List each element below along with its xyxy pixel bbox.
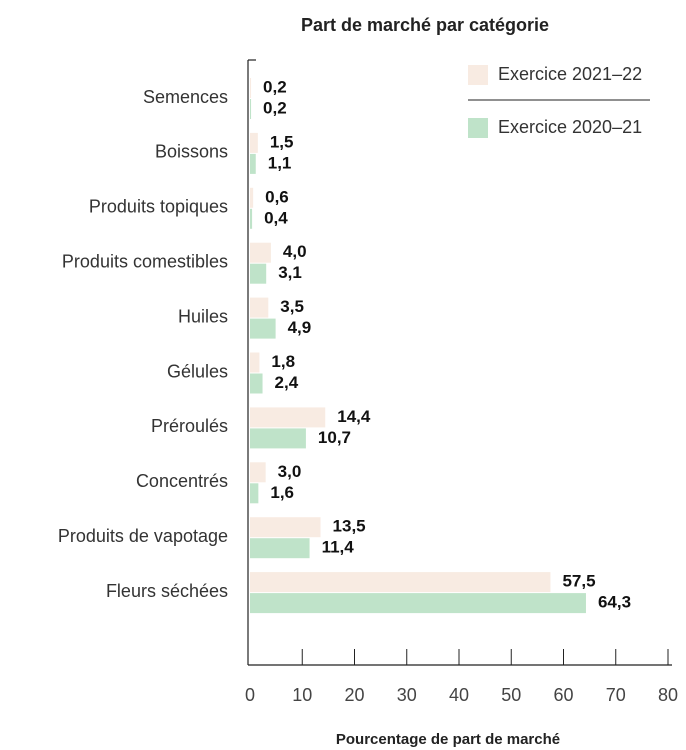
- value-label: 1,1: [268, 153, 292, 172]
- value-label: 3,1: [278, 263, 302, 282]
- bar: [250, 593, 586, 614]
- legend-swatch: [468, 65, 488, 85]
- value-label: 64,3: [598, 593, 631, 612]
- y-tick-label: Fleurs séchées: [106, 581, 228, 601]
- value-label: 0,6: [265, 187, 289, 206]
- value-label: 0,4: [264, 208, 288, 227]
- y-tick-label: Huiles: [178, 306, 228, 326]
- value-label: 0,2: [263, 77, 287, 96]
- bar: [250, 242, 271, 263]
- value-label: 1,6: [270, 483, 294, 502]
- bar: [250, 373, 263, 394]
- bar: [250, 297, 269, 318]
- legend-swatch: [468, 118, 488, 138]
- bar: [250, 483, 259, 504]
- value-label: 2,4: [275, 373, 299, 392]
- bar: [250, 132, 258, 153]
- x-tick-label: 50: [501, 685, 521, 705]
- legend-label: Exercice 2021–22: [498, 64, 642, 84]
- bar: [250, 208, 253, 229]
- value-label: 1,8: [271, 352, 295, 371]
- bar: [250, 153, 256, 174]
- value-label: 3,0: [278, 462, 302, 481]
- bar: [250, 538, 310, 559]
- bar: [250, 187, 254, 208]
- x-tick-label: 0: [245, 685, 255, 705]
- y-tick-label: Préroulés: [151, 416, 228, 436]
- legend-label: Exercice 2020–21: [498, 117, 642, 137]
- value-label: 3,5: [280, 297, 304, 316]
- value-label: 57,5: [562, 572, 595, 591]
- bar: [250, 428, 306, 449]
- x-axis-label: Pourcentage de part de marché: [336, 731, 560, 748]
- x-tick-label: 10: [292, 685, 312, 705]
- value-label: 4,9: [288, 318, 312, 337]
- value-label: 13,5: [333, 517, 366, 536]
- y-tick-label: Semences: [143, 87, 228, 107]
- value-label: 1,5: [270, 132, 294, 151]
- x-tick-label: 30: [397, 685, 417, 705]
- value-label: 14,4: [337, 407, 371, 426]
- bar: [250, 517, 321, 538]
- chart-title: Part de marché par catégorie: [301, 15, 549, 35]
- value-label: 0,2: [263, 98, 287, 117]
- y-tick-label: Concentrés: [136, 471, 228, 491]
- bar: [250, 352, 260, 373]
- bar: [250, 99, 252, 119]
- y-tick-label: Produits comestibles: [62, 251, 228, 271]
- x-tick-label: 60: [553, 685, 573, 705]
- bar: [250, 263, 267, 284]
- y-tick-label: Produits de vapotage: [58, 526, 228, 546]
- bar: [250, 78, 252, 98]
- bar: [250, 318, 276, 339]
- x-tick-label: 40: [449, 685, 469, 705]
- y-tick-label: Boissons: [155, 142, 228, 162]
- bar: [250, 407, 326, 428]
- value-label: 4,0: [283, 242, 307, 261]
- x-tick-label: 80: [658, 685, 678, 705]
- value-label: 10,7: [318, 428, 351, 447]
- y-tick-label: Produits topiques: [89, 197, 228, 217]
- bar: [250, 462, 266, 483]
- bar: [250, 572, 551, 593]
- y-tick-label: Gélules: [167, 361, 228, 381]
- value-label: 11,4: [322, 538, 355, 557]
- x-tick-label: 20: [344, 685, 364, 705]
- x-tick-label: 70: [606, 685, 626, 705]
